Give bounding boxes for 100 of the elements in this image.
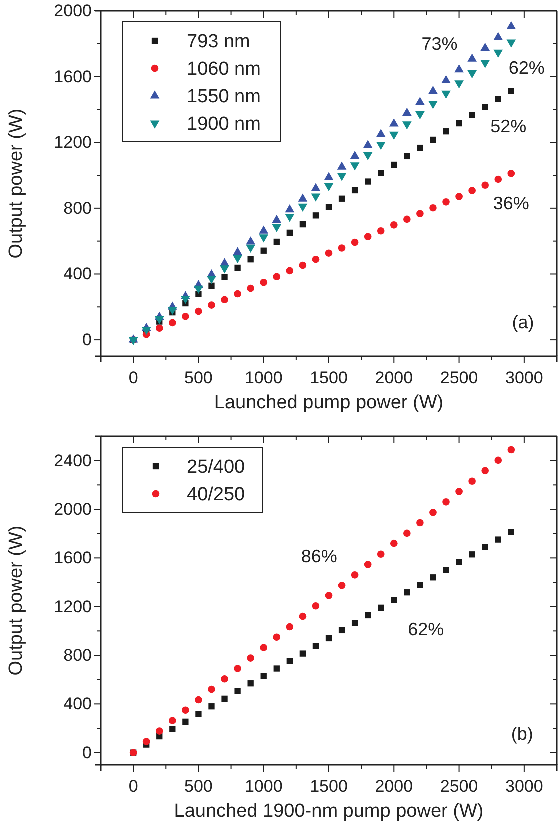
point — [326, 635, 332, 642]
point — [326, 204, 332, 210]
point — [494, 176, 502, 184]
x-tick-label: 1500 — [310, 776, 348, 796]
point — [416, 519, 424, 527]
point — [480, 60, 490, 68]
point — [442, 90, 451, 99]
x-tick-label: 1000 — [244, 776, 283, 796]
legend-label: 1900 nm — [187, 114, 261, 136]
point — [404, 530, 411, 538]
point — [182, 718, 189, 726]
point — [248, 256, 254, 263]
point — [365, 612, 372, 619]
point — [390, 222, 398, 229]
legend-label: 1550 nm — [187, 86, 261, 108]
point — [272, 215, 282, 224]
point — [298, 204, 308, 212]
point — [364, 561, 372, 568]
point — [352, 620, 358, 626]
point — [402, 122, 412, 130]
legend-label: 40/250 — [187, 484, 246, 506]
x-tick-label: 3000 — [506, 368, 544, 388]
point — [233, 255, 242, 264]
point — [234, 264, 241, 272]
point — [442, 198, 450, 206]
x-tick-label: 1000 — [244, 368, 283, 388]
point — [338, 196, 346, 202]
point — [482, 104, 488, 110]
point — [286, 623, 294, 631]
annotation: 62% — [408, 620, 444, 640]
x-axis-title: Launched 1900-nm pump power (W) — [174, 801, 484, 822]
annotation: 36% — [493, 193, 530, 214]
point — [351, 238, 359, 246]
y-tick-label: 2400 — [54, 451, 92, 470]
point — [442, 498, 450, 506]
annotation: (b) — [511, 724, 534, 744]
point — [285, 204, 295, 213]
y-axis-title: Output power (W) — [6, 526, 27, 676]
point — [234, 665, 242, 672]
point — [428, 101, 438, 110]
point — [338, 244, 346, 252]
y-tick-label: 400 — [64, 694, 92, 714]
y-tick-label: 1600 — [54, 548, 92, 568]
point — [456, 120, 462, 127]
point — [482, 182, 489, 190]
point — [169, 319, 176, 327]
point — [378, 604, 384, 612]
point — [508, 529, 514, 536]
x-tick-label: 500 — [184, 368, 213, 388]
y-tick-label: 0 — [82, 743, 92, 762]
point — [170, 726, 176, 732]
point — [300, 221, 306, 228]
x-tick-label: 0 — [128, 776, 138, 796]
point — [259, 234, 269, 243]
point — [443, 567, 450, 574]
point — [390, 540, 398, 548]
point — [208, 282, 215, 289]
point — [324, 183, 334, 192]
point — [311, 194, 321, 202]
point — [508, 88, 514, 94]
point — [363, 152, 373, 161]
point — [222, 274, 228, 280]
point — [285, 214, 295, 222]
x-tick-label: 2000 — [375, 776, 414, 796]
point — [456, 193, 463, 200]
point — [495, 536, 502, 543]
point — [182, 313, 190, 320]
x-axis-title: Launched pump power (W) — [214, 392, 444, 414]
point — [494, 50, 504, 58]
point — [234, 688, 241, 694]
point — [350, 162, 360, 171]
point — [208, 302, 216, 309]
point — [469, 112, 476, 118]
point — [364, 233, 372, 241]
point — [468, 478, 476, 486]
x-tick-label: 2500 — [440, 776, 478, 796]
point — [260, 673, 267, 680]
point — [416, 210, 424, 218]
point — [338, 627, 346, 634]
point — [352, 187, 358, 194]
point — [454, 80, 464, 89]
point — [312, 602, 320, 610]
point — [391, 597, 398, 604]
y-tick-label: 1200 — [54, 133, 92, 152]
annotation: (a) — [512, 312, 534, 332]
x-tick-label: 1500 — [310, 368, 348, 388]
point — [508, 446, 516, 454]
point — [169, 717, 176, 724]
point — [378, 170, 384, 176]
point — [299, 262, 307, 270]
point — [300, 650, 306, 657]
point — [272, 224, 282, 232]
point — [325, 592, 333, 600]
annotation: 86% — [301, 546, 338, 567]
point — [443, 128, 450, 135]
y-tick-label: 2000 — [54, 500, 92, 519]
annotation: 52% — [490, 116, 527, 136]
point — [260, 644, 268, 652]
point — [196, 711, 202, 718]
point — [286, 267, 294, 275]
